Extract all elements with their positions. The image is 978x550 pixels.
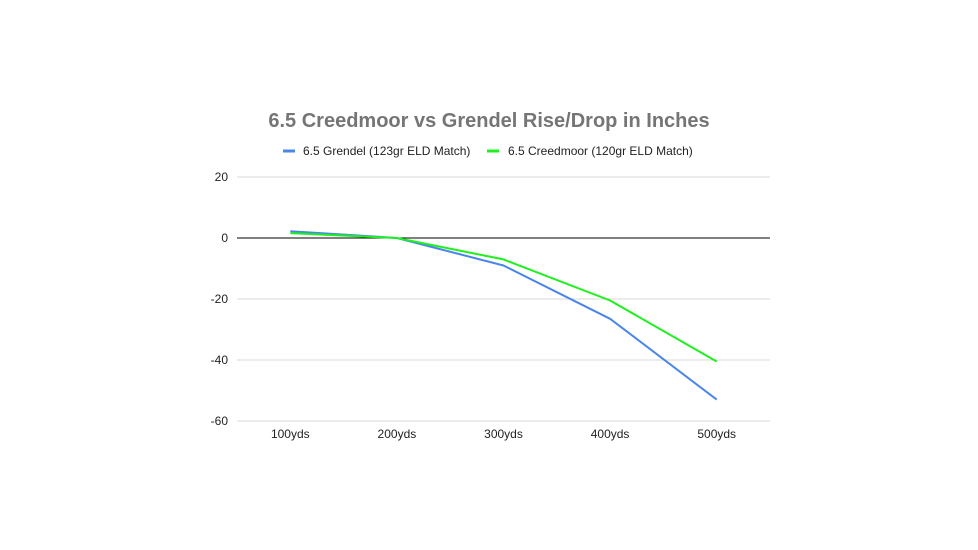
series-line-grendel [290, 230, 718, 401]
x-tick-label: 300yds [484, 427, 523, 441]
y-tick-label: -40 [211, 353, 229, 367]
x-tick-label: 500yds [697, 427, 736, 441]
y-tick-label: 0 [221, 231, 228, 245]
legend-label-grendel: 6.5 Grendel (123gr ELD Match) [303, 144, 470, 158]
x-tick-label: 200yds [378, 427, 417, 441]
y-tick-label: -20 [211, 292, 229, 306]
x-tick-label: 100yds [271, 427, 310, 441]
y-axis-ticks: 20 0 -20 -40 -60 [211, 170, 229, 428]
x-axis-ticks: 100yds 200yds 300yds 400yds 500yds [271, 427, 736, 441]
y-tick-label: -60 [211, 414, 229, 428]
chart-title: 6.5 Creedmoor vs Grendel Rise/Drop in In… [268, 110, 709, 132]
series-lines [290, 230, 718, 401]
grid-lines [237, 176, 770, 422]
series-line-creedmoor [290, 232, 718, 363]
legend: 6.5 Grendel (123gr ELD Match) 6.5 Creedm… [283, 144, 693, 158]
x-tick-label: 400yds [591, 427, 630, 441]
y-tick-label: 20 [215, 170, 229, 184]
legend-label-creedmoor: 6.5 Creedmoor (120gr ELD Match) [508, 144, 693, 158]
